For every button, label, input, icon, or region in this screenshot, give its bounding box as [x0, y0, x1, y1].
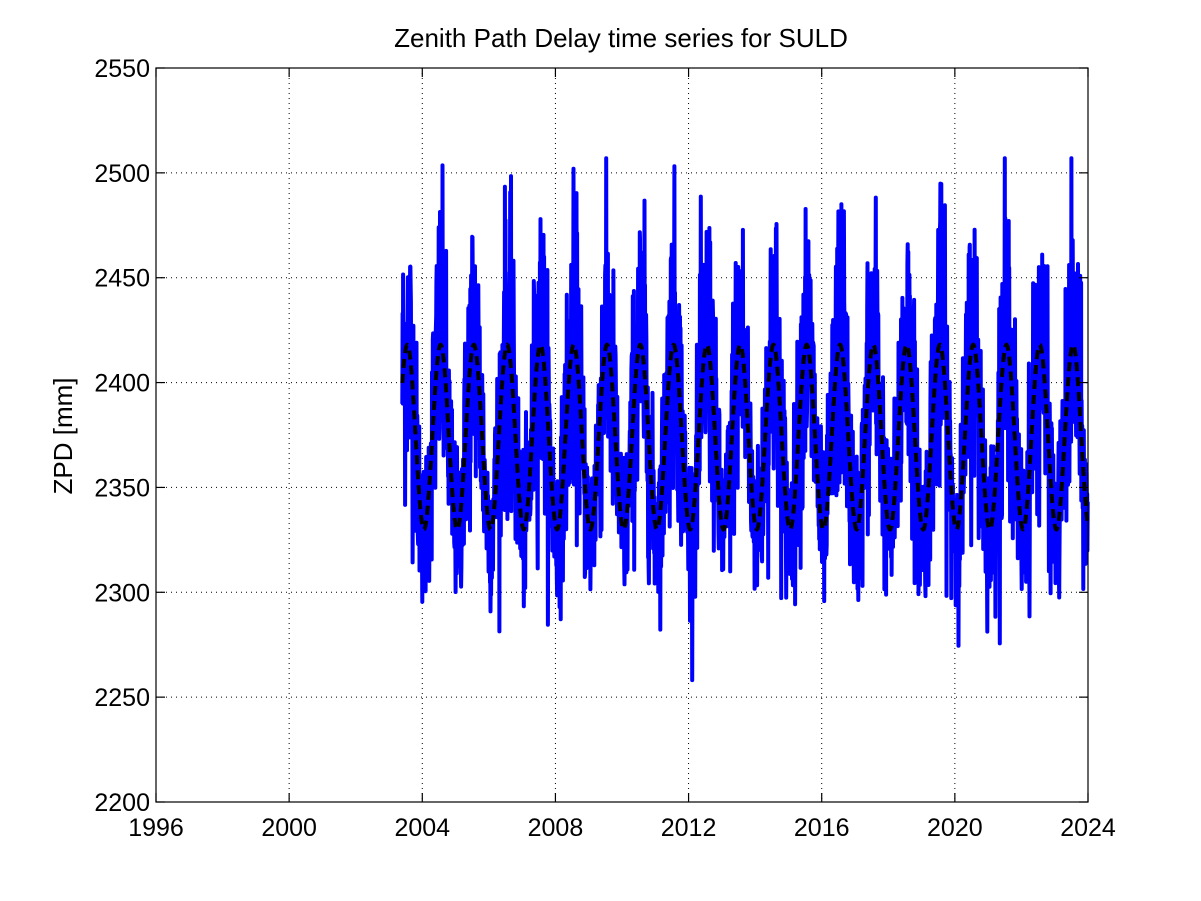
y-tick-label: 2450 [94, 265, 150, 293]
y-tick-label: 2250 [94, 684, 150, 712]
x-tick-label: 2000 [261, 814, 317, 842]
x-tick-label: 1996 [128, 814, 184, 842]
series-seasonal-model [400, 342, 1090, 532]
y-tick-label: 2350 [94, 474, 150, 502]
axis-ticks: 1996 2000 2004 2008 2012 2016 2020 2024 2200 2250… [94, 55, 1116, 842]
y-tick-label: 2200 [94, 789, 150, 817]
x-tick-label: 2020 [927, 814, 983, 842]
y-tick-label: 2550 [94, 55, 150, 83]
chart-title: Zenith Path Delay time series for SULD [394, 23, 848, 53]
x-tick-label: 2012 [661, 814, 717, 842]
series-layer [400, 156, 1090, 683]
x-tick-label: 2016 [794, 814, 850, 842]
x-tick-label: 2024 [1060, 814, 1116, 842]
x-tick-label: 2008 [528, 814, 584, 842]
plot-frame [155, 67, 1089, 803]
y-tick-label: 2400 [94, 370, 150, 398]
y-tick-label: 2300 [94, 579, 150, 607]
y-axis-label: ZPD [mm] [48, 378, 78, 495]
y-tick-label: 2500 [94, 160, 150, 188]
x-tick-label: 2004 [394, 814, 450, 842]
